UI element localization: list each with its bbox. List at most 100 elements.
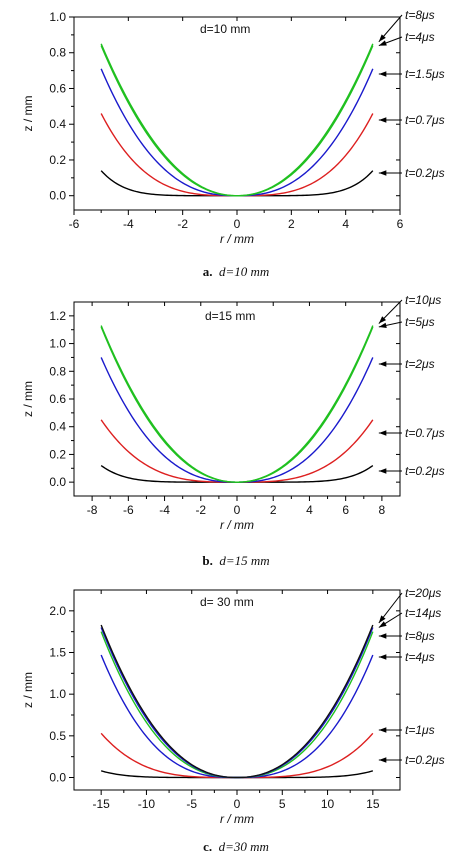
series-annotation: t=8μs — [405, 629, 435, 643]
x-tick-label: 10 — [321, 797, 335, 811]
arrow-head — [378, 316, 387, 324]
x-tick-label: 4 — [306, 503, 313, 517]
panel-c: -15 -10 -5 0 5 10 15 0.0 0.5 1.0 1.5 2.0 r / mm z / m… — [21, 586, 445, 854]
y-tick-label: 0.6 — [49, 81, 66, 95]
panel-b: -8 -6 -4 -2 0 2 4 6 8 0.0 0.2 0.4 0.6 0.8 1.0 1.2 r / mm… — [21, 293, 445, 568]
series-annotation: t=0.7μs — [405, 113, 445, 127]
x-axis-label: r / mm — [220, 232, 254, 246]
y-tick-label: 0.0 — [49, 475, 66, 489]
series-annotation: t=0.2μs — [405, 166, 445, 180]
caption-letter: c. — [203, 839, 212, 854]
series-annotation: t=0.2μs — [405, 753, 445, 767]
x-tick-label: 8 — [379, 503, 386, 517]
inset-label: d= 30 mm — [200, 595, 254, 609]
y-tick-label: 0.8 — [49, 364, 66, 378]
series-line — [100, 770, 374, 779]
series-annotation: t=10μs — [405, 293, 441, 307]
panel-caption: b. d=15 mm — [202, 553, 269, 568]
series-annotation: t=4μs — [405, 30, 435, 44]
y-tick-label: 1.2 — [49, 309, 66, 323]
series-line — [100, 464, 374, 483]
y-tick-label: 1.0 — [49, 337, 66, 351]
series-annotation: t=2μs — [405, 357, 435, 371]
y-tick-label: 0.2 — [49, 447, 66, 461]
series-line — [100, 326, 374, 483]
x-tick-label: 6 — [342, 503, 349, 517]
arrow-head — [378, 757, 387, 763]
x-tick-label: 0 — [234, 503, 241, 517]
series-line — [100, 68, 374, 197]
series-annotation: t=20μs — [405, 586, 441, 600]
y-tick-label: 1.0 — [49, 10, 66, 24]
series-annotation: t=0.7μs — [405, 426, 445, 440]
series-annotation: t=1.5μs — [405, 67, 445, 81]
series-line — [100, 170, 374, 197]
x-tick-label: -2 — [177, 217, 188, 231]
x-tick-label: -15 — [92, 797, 110, 811]
y-tick-label: 0.0 — [49, 189, 66, 203]
inset-label: d=15 mm — [205, 309, 255, 323]
plot-frame — [73, 589, 401, 791]
x-tick-label: -4 — [159, 503, 170, 517]
x-tick-label: -8 — [87, 503, 98, 517]
arrow-head — [378, 40, 387, 46]
series-annotation: t=8μs — [405, 8, 435, 22]
y-tick-label: 0.4 — [49, 117, 66, 131]
panel-caption: c. d=30 mm — [203, 839, 269, 854]
arrow-head — [378, 170, 387, 176]
y-tick-label: 0.2 — [49, 153, 66, 167]
series-line — [100, 419, 374, 483]
arrow-head — [378, 322, 387, 329]
y-tick-label: 1.0 — [49, 687, 66, 701]
arrow-head — [378, 633, 387, 639]
y-axis-label: z / mm — [21, 96, 35, 132]
y-tick-label: 0.0 — [49, 771, 66, 785]
series-line — [100, 732, 374, 779]
caption-letter: a. — [203, 264, 213, 279]
y-tick-label: 0.6 — [49, 392, 66, 406]
caption-letter: b. — [202, 553, 212, 568]
x-axis-label: r / mm — [220, 812, 254, 826]
x-axis-label: r / mm — [220, 518, 254, 532]
arrow-head — [378, 727, 387, 733]
series-line — [100, 45, 374, 197]
arrow-head — [378, 468, 387, 474]
y-tick-label: 1.5 — [49, 646, 66, 660]
series-line — [100, 627, 374, 779]
series-annotation: t=1μs — [405, 723, 435, 737]
series-line — [100, 631, 374, 779]
x-tick-label: 0 — [234, 217, 241, 231]
plot-frame — [73, 301, 401, 497]
x-tick-label: -4 — [123, 217, 134, 231]
y-axis-label: z / mm — [21, 672, 35, 708]
panel-a: -6 -4 -2 0 2 4 6 0.0 0.2 0.4 0.6 0.8 1.0 r / mm z / mm… — [21, 8, 445, 279]
series-annotation: t=5μs — [405, 315, 435, 329]
x-tick-label: -2 — [195, 503, 206, 517]
x-tick-label: 4 — [342, 217, 349, 231]
y-tick-label: 0.4 — [49, 420, 66, 434]
caption-text: d=30 mm — [219, 839, 269, 854]
x-tick-label: -10 — [138, 797, 156, 811]
x-tick-label: 15 — [366, 797, 380, 811]
series-annotation: t=4μs — [405, 650, 435, 664]
series-line — [100, 624, 374, 779]
y-tick-label: 0.5 — [49, 729, 66, 743]
y-tick-label: 0.8 — [49, 46, 66, 60]
x-tick-label: 0 — [234, 797, 241, 811]
x-tick-label: 6 — [397, 217, 404, 231]
arrow-head — [378, 361, 387, 367]
y-tick-label: 2.0 — [49, 604, 66, 618]
arrow-head — [378, 621, 387, 628]
x-tick-label: -6 — [69, 217, 80, 231]
series-line — [100, 43, 374, 197]
x-tick-label: 2 — [270, 503, 277, 517]
x-tick-label: -6 — [123, 503, 134, 517]
x-tick-label: -5 — [186, 797, 197, 811]
arrow-head — [378, 654, 387, 660]
caption-text: d=10 mm — [219, 264, 269, 279]
series-annotation: t=14μs — [405, 606, 441, 620]
arrow-head — [378, 117, 387, 123]
arrow-head — [378, 430, 387, 436]
caption-text: d=15 mm — [219, 553, 269, 568]
